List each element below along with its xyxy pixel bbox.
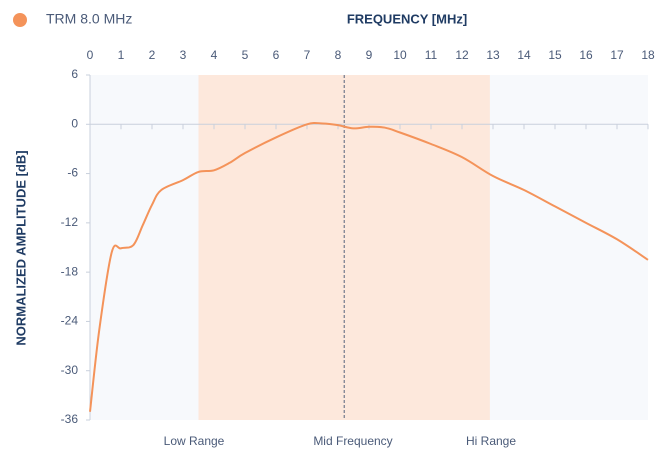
x-tick-label: 3 xyxy=(180,48,187,62)
x-tick-label: 6 xyxy=(273,48,280,62)
y-tick-label: -24 xyxy=(61,314,79,328)
x-tick-label: 12 xyxy=(455,48,469,62)
x-axis-title: FREQUENCY [MHz] xyxy=(347,11,467,26)
y-tick-label: 0 xyxy=(71,116,78,130)
x-tick-label: 11 xyxy=(425,48,438,62)
y-tick-label: -6 xyxy=(67,166,78,180)
annotation: Mid Frequency xyxy=(313,434,392,448)
annotation: Hi Range xyxy=(466,434,516,448)
x-tick-label: 2 xyxy=(149,48,156,62)
x-tick-label: 0 xyxy=(87,48,94,62)
series-line xyxy=(89,121,649,412)
y-axis-title: NORMALIZED AMPLITUDE [dB] xyxy=(13,150,28,345)
y-tick-label: -18 xyxy=(61,264,79,278)
x-tick-label: 15 xyxy=(548,48,562,62)
annotation: Low Range xyxy=(164,434,225,448)
x-tick-label: 5 xyxy=(242,48,249,62)
y-tick-label: -30 xyxy=(61,363,79,377)
x-tick-label: 8 xyxy=(335,48,342,62)
legend-marker xyxy=(13,13,27,27)
x-tick-label: 7 xyxy=(304,48,311,62)
x-tick-label: 14 xyxy=(517,48,531,62)
x-tick-label: 13 xyxy=(486,48,500,62)
y-tick-label: 6 xyxy=(71,67,78,81)
x-tick-label: 9 xyxy=(366,48,373,62)
x-tick-label: 18 xyxy=(641,48,655,62)
x-tick-label: 17 xyxy=(610,48,624,62)
legend-label: TRM 8.0 MHz xyxy=(46,11,132,27)
x-tick-label: 16 xyxy=(579,48,593,62)
x-tick-label: 10 xyxy=(393,48,407,62)
y-tick-label: -36 xyxy=(61,412,79,426)
x-tick-label: 1 xyxy=(118,48,125,62)
x-tick-label: 4 xyxy=(211,48,218,62)
y-tick-label: -12 xyxy=(61,215,79,229)
